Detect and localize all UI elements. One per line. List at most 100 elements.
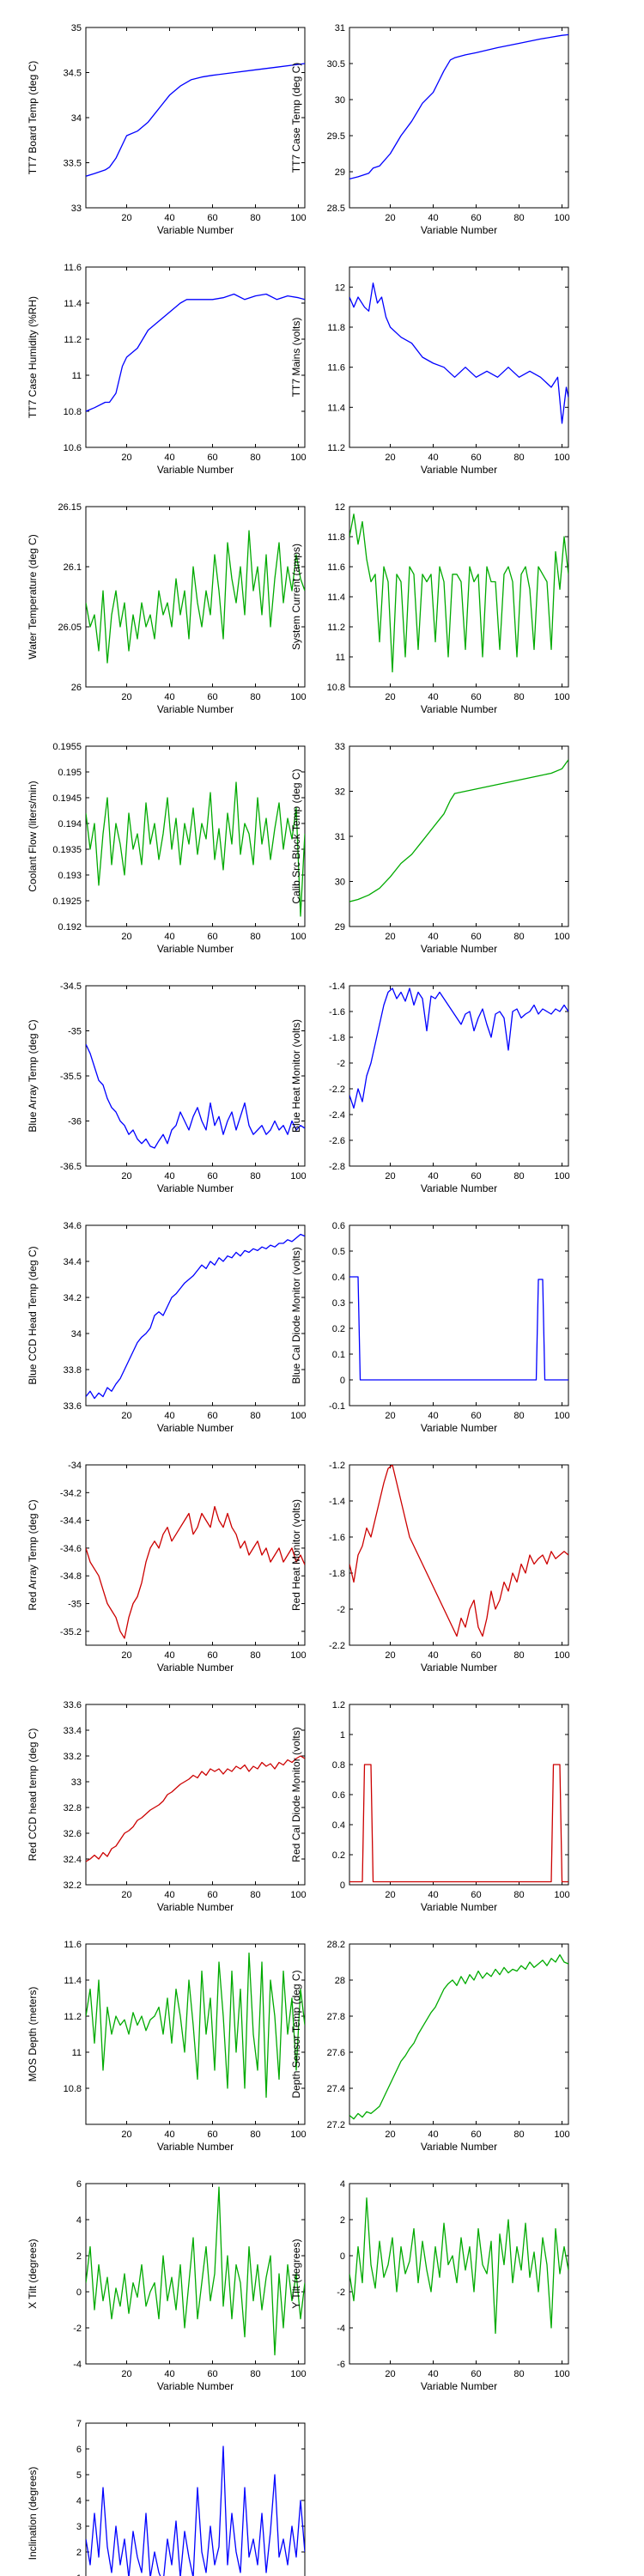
chart-20-xtick-label-4: 80 <box>513 2369 524 2379</box>
chart-13-ytick-label-5: -34.4 <box>60 1516 82 1527</box>
chart-13-xtick-label-2: 40 <box>164 1650 174 1661</box>
chart-2-ytick-label-3: 29.5 <box>327 131 345 142</box>
chart-11-ytick-label-4: 34.2 <box>64 1293 82 1303</box>
chart-16-ytick-label-7: 1.2 <box>332 1700 345 1710</box>
chart-1-xtick-label-2: 40 <box>164 213 174 223</box>
chart-2-x-axis-label: Variable Number <box>421 224 497 236</box>
chart-5: 20 40 60 80 100 26 26.05 26.1 26.15 Variable Numb… <box>27 502 307 715</box>
chart-9-x-axis-label: Variable Number <box>157 1182 234 1194</box>
chart-15-ytick-label-8: 33.6 <box>64 1700 82 1710</box>
chart-13-xtick-label-5: 100 <box>290 1650 306 1661</box>
chart-5-series-line <box>86 530 305 664</box>
chart-16-ytick-label-3: 0.4 <box>332 1820 345 1831</box>
chart-10-frame <box>349 985 569 1167</box>
chart-3-x-axis-label: Variable Number <box>157 464 234 476</box>
chart-11-ytick-label-3: 34 <box>71 1329 82 1340</box>
chart-14-frame <box>349 1464 569 1646</box>
chart-20-ytick-label-2: -4 <box>337 2324 345 2334</box>
chart-8-ytick-label-3: 31 <box>335 832 345 842</box>
chart-8-ytick-label-1: 29 <box>335 922 345 933</box>
chart-16-xtick-label-4: 80 <box>513 1890 524 1900</box>
chart-16-ytick-label-2: 0.2 <box>332 1850 345 1861</box>
chart-18-xtick-label-2: 40 <box>428 2129 438 2140</box>
chart-8-xtick-label-1: 20 <box>385 932 395 942</box>
chart-16-ytick-label-4: 0.6 <box>332 1790 345 1801</box>
chart-18-ytick-label-3: 27.6 <box>327 2048 345 2058</box>
chart-12-ytick-label-3: 0.1 <box>332 1350 345 1360</box>
chart-11-xtick-label-3: 60 <box>207 1411 217 1421</box>
chart-20-ytick-label-3: -2 <box>337 2287 345 2298</box>
chart-16-xtick-label-5: 100 <box>554 1890 569 1900</box>
chart-19-ytick-label-3: 0 <box>76 2287 82 2298</box>
chart-12-ytick-label-2: 0 <box>340 1376 345 1386</box>
chart-17-ytick-label-4: 11.4 <box>64 1976 82 1986</box>
chart-14-y-axis-label: Red Heat Monitor (volts) <box>290 1499 302 1611</box>
chart-6-ytick-label-2: 11 <box>336 653 345 663</box>
chart-6-xtick-label-3: 60 <box>471 692 481 702</box>
chart-10-ytick-label-1: -2.8 <box>329 1162 345 1172</box>
chart-20-frame <box>349 2183 569 2365</box>
chart-19-ytick-label-6: 6 <box>76 2179 82 2190</box>
chart-12-ytick-label-6: 0.4 <box>332 1273 345 1283</box>
chart-11-xtick-label-5: 100 <box>290 1411 306 1421</box>
chart-16-xtick-label-3: 60 <box>471 1890 481 1900</box>
chart-20-ytick-label-5: 2 <box>340 2215 345 2226</box>
chart-11-frame <box>85 1224 306 1406</box>
chart-12-ytick-label-1: -0.1 <box>329 1401 345 1412</box>
chart-20-xtick-label-5: 100 <box>554 2369 569 2379</box>
chart-17: 20 40 60 80 100 10.8 11 11.2 11.4 11.6 Variable Nu… <box>27 1940 307 2153</box>
chart-16-frame <box>349 1704 569 1886</box>
chart-16-xtick-label-1: 20 <box>385 1890 395 1900</box>
chart-9-xtick-label-1: 20 <box>121 1171 131 1182</box>
chart-17-xtick-label-5: 100 <box>290 2129 306 2140</box>
chart-12-xtick-label-4: 80 <box>513 1411 524 1421</box>
chart-6-series-line <box>349 513 568 673</box>
chart-10-x-axis-label: Variable Number <box>421 1182 497 1194</box>
chart-18-ytick-label-4: 27.8 <box>327 2012 345 2022</box>
chart-13-ytick-label-4: -34.6 <box>60 1544 82 1554</box>
chart-3-xtick-label-5: 100 <box>290 453 306 463</box>
chart-4-ytick-label-5: 12 <box>335 283 345 293</box>
chart-5-xtick-label-1: 20 <box>121 692 131 702</box>
chart-8-xtick-label-3: 60 <box>471 932 481 942</box>
chart-11: 20 40 60 80 100 33.6 33.8 34 34.2 34.4 34.6 Variabl… <box>27 1221 307 1434</box>
chart-3: 20 40 60 80 100 10.6 10.8 11 11.2 11.4 11.6 Variabl… <box>27 263 307 476</box>
chart-17-frame <box>85 1943 306 2125</box>
chart-4-xtick-label-2: 40 <box>428 453 438 463</box>
chart-21-ytick-label-2: 1 <box>76 2573 82 2576</box>
chart-3-xtick-label-3: 60 <box>207 453 217 463</box>
chart-15-ytick-label-3: 32.6 <box>64 1829 82 1839</box>
chart-3-xtick-label-4: 80 <box>250 453 260 463</box>
chart-7-y-axis-label: Coolant Flow (liters/min) <box>27 781 39 891</box>
chart-20-ytick-label-1: -6 <box>337 2360 345 2370</box>
chart-4-y-axis-label: TT7 Mains (volts) <box>290 318 302 398</box>
chart-1-x-axis-label: Variable Number <box>157 224 234 236</box>
chart-6-xtick-label-5: 100 <box>554 692 569 702</box>
chart-20-xtick-label-1: 20 <box>385 2369 395 2379</box>
chart-18-xtick-label-3: 60 <box>471 2129 481 2140</box>
chart-13-ytick-label-3: -34.8 <box>60 1571 82 1582</box>
chart-7-ytick-label-3: 0.193 <box>58 871 82 881</box>
chart-19-ytick-label-2: -2 <box>73 2324 82 2334</box>
chart-19-xtick-label-3: 60 <box>207 2369 217 2379</box>
chart-6-y-axis-label: System Current (amps) <box>290 544 302 650</box>
chart-4-xtick-label-4: 80 <box>513 453 524 463</box>
chart-17-x-axis-label: Variable Number <box>157 2141 234 2153</box>
chart-7-ytick-label-1: 0.192 <box>58 922 82 933</box>
chart-8-ytick-label-5: 33 <box>335 742 345 752</box>
chart-12-ytick-label-8: 0.6 <box>332 1221 345 1231</box>
chart-5-x-axis-label: Variable Number <box>157 703 234 715</box>
chart-1-ytick-label-3: 34 <box>71 113 82 124</box>
chart-7-ytick-label-2: 0.1925 <box>52 896 82 907</box>
chart-2-ytick-label-6: 31 <box>335 23 345 33</box>
chart-18-y-axis-label: Depth Sensor Temp (deg C) <box>290 1970 302 2098</box>
chart-4-xtick-label-3: 60 <box>471 453 481 463</box>
chart-17-xtick-label-2: 40 <box>164 2129 174 2140</box>
chart-14-ytick-label-6: -1.2 <box>329 1461 345 1471</box>
chart-12-x-axis-label: Variable Number <box>421 1422 497 1434</box>
chart-7-series-line <box>86 781 305 917</box>
chart-3-ytick-label-2: 10.8 <box>64 407 82 417</box>
chart-12-ytick-label-5: 0.3 <box>332 1298 345 1309</box>
chart-18-ytick-label-5: 28 <box>335 1976 345 1986</box>
chart-1-y-axis-label: TT7 Board Temp (deg C) <box>27 61 39 175</box>
